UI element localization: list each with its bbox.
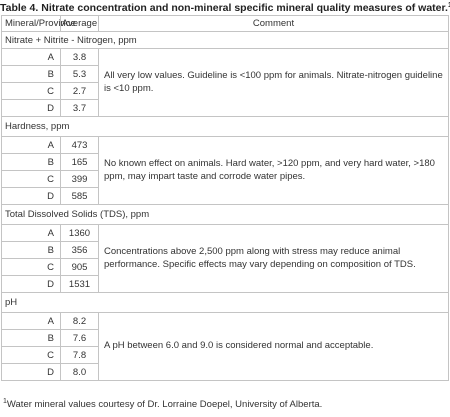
average-cell: 8.2 <box>60 312 99 330</box>
average-cell: 1531 <box>60 275 99 293</box>
table-row: A 473 No known effect on animals. Hard w… <box>1 136 449 205</box>
section-title: Hardness, ppm <box>1 116 449 137</box>
average-cell: 399 <box>60 170 99 188</box>
province-cell: B <box>1 153 61 171</box>
province-cell: D <box>1 99 61 117</box>
table-row: A 1360 Concentrations above 2,500 ppm al… <box>1 224 449 293</box>
footnote-text: Water mineral values courtesy of Dr. Lor… <box>6 399 323 410</box>
section-title: Nitrate + Nitrite - Nitrogen, ppm <box>1 31 449 49</box>
province-cell: B <box>1 329 61 347</box>
footnote: 1Water mineral values courtesy of Dr. Lo… <box>3 398 323 410</box>
header-row: Mineral/Province Average Comment <box>1 15 449 32</box>
section-row-hardness: Hardness, ppm <box>1 116 449 137</box>
table-row: C 399 <box>1 170 449 188</box>
comment-cell: Concentrations above 2,500 ppm along wit… <box>98 224 449 293</box>
province-cell: C <box>1 258 61 276</box>
table-row: A 3.8 All very low values. Guideline is … <box>1 48 449 117</box>
average-cell: 473 <box>60 136 99 154</box>
comment-cell: No known effect on animals. Hard water, … <box>98 136 449 205</box>
province-cell: D <box>1 363 61 381</box>
section-title: Total Dissolved Solids (TDS), ppm <box>1 204 449 225</box>
section-row-nitrate: Nitrate + Nitrite - Nitrogen, ppm <box>1 31 449 49</box>
comment-cell: All very low values. Guideline is <100 p… <box>98 48 449 117</box>
province-cell: B <box>1 241 61 259</box>
average-cell: 585 <box>60 187 99 205</box>
province-cell: A <box>1 312 61 330</box>
province-cell: C <box>1 346 61 364</box>
section-row-tds: Total Dissolved Solids (TDS), ppm <box>1 204 449 225</box>
average-cell: 8.0 <box>60 363 99 381</box>
section-row-ph: pH <box>1 292 449 313</box>
average-cell: 7.6 <box>60 329 99 347</box>
average-cell: 905 <box>60 258 99 276</box>
province-cell: A <box>1 224 61 242</box>
section-title: pH <box>1 292 449 313</box>
header-comment: Comment <box>98 15 449 32</box>
caption-note-marker: 1 <box>447 2 450 9</box>
average-cell: 3.8 <box>60 48 99 66</box>
caption-text: Table 4. Nitrate concentration and non-m… <box>0 2 448 14</box>
header-mineral-province: Mineral/Province <box>1 15 76 32</box>
province-cell: D <box>1 187 61 205</box>
comment-cell: A pH between 6.0 and 9.0 is considered n… <box>98 312 449 381</box>
table-row: D 1531 <box>1 275 449 293</box>
water-quality-table: Mineral/Province Average Comment Nitrate… <box>1 15 449 381</box>
table-row: C 7.8 <box>1 346 449 364</box>
average-cell: 1360 <box>60 224 99 242</box>
footnote-marker: 1 <box>3 398 7 405</box>
average-cell: 165 <box>60 153 99 171</box>
average-cell: 7.8 <box>60 346 99 364</box>
average-cell: 5.3 <box>60 65 99 83</box>
province-cell: A <box>1 48 61 66</box>
table-row: D 8.0 <box>1 363 449 381</box>
average-cell: 3.7 <box>60 99 99 117</box>
province-cell: B <box>1 65 61 83</box>
average-cell: 2.7 <box>60 82 99 100</box>
header-average: Average <box>60 15 99 32</box>
table-row: A 8.2 A pH between 6.0 and 9.0 is consid… <box>1 312 449 381</box>
table-caption: Table 4. Nitrate concentration and non-m… <box>0 2 450 14</box>
province-cell: C <box>1 82 61 100</box>
province-cell: A <box>1 136 61 154</box>
average-cell: 356 <box>60 241 99 259</box>
table-row: D 3.7 <box>1 99 449 117</box>
province-cell: D <box>1 275 61 293</box>
province-cell: C <box>1 170 61 188</box>
